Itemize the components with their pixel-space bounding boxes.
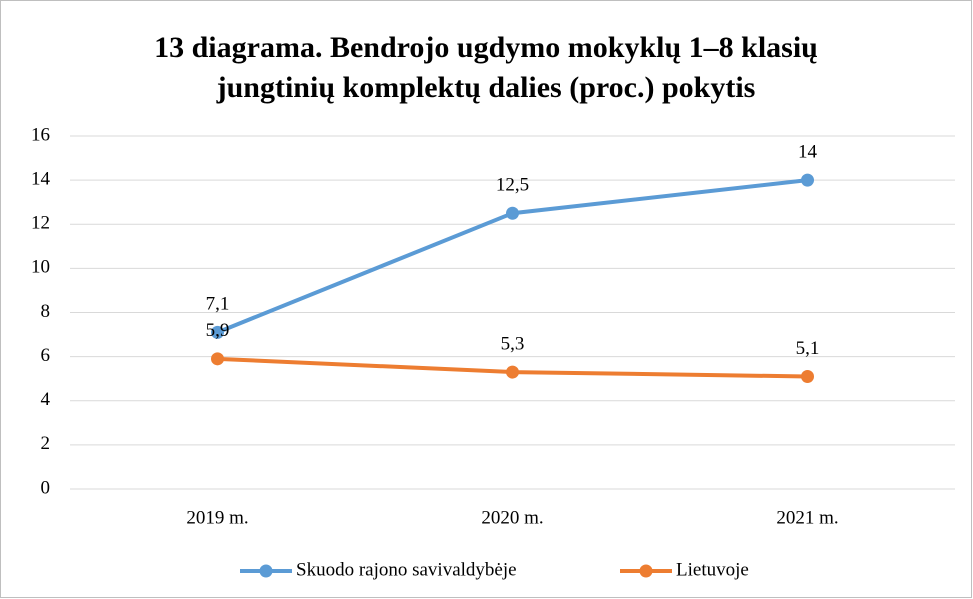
data-label: 5,3 xyxy=(501,333,525,354)
y-tick-label: 0 xyxy=(41,477,51,498)
data-point xyxy=(211,352,224,366)
y-tick-label: 8 xyxy=(41,301,51,322)
data-point xyxy=(801,173,814,187)
data-label: 14 xyxy=(798,141,818,162)
chart-title: 13 diagrama. Bendrojo ugdymo mokyklų 1–8… xyxy=(154,31,818,64)
x-tick-label: 2020 m. xyxy=(481,507,543,528)
data-point xyxy=(211,325,224,339)
y-tick-label: 2 xyxy=(41,433,51,454)
data-label: 5,1 xyxy=(796,338,820,359)
y-tick-label: 6 xyxy=(41,345,51,366)
y-tick-label: 4 xyxy=(41,389,51,410)
y-tick-label: 10 xyxy=(31,257,50,278)
data-label: 12,5 xyxy=(496,175,529,196)
chart-title: jungtinių komplektų dalies (proc.) pokyt… xyxy=(216,71,756,104)
data-point xyxy=(801,369,814,383)
y-tick-label: 12 xyxy=(31,213,50,234)
x-tick-label: 2019 m. xyxy=(186,507,248,528)
x-tick-label: 2021 m. xyxy=(776,507,838,528)
data-point xyxy=(506,206,519,220)
legend-marker xyxy=(639,564,653,578)
data-label: 7,1 xyxy=(206,294,230,315)
data-point xyxy=(506,365,519,379)
legend-marker xyxy=(259,564,273,578)
legend-label: Lietuvoje xyxy=(676,559,749,580)
y-tick-label: 14 xyxy=(31,168,51,189)
y-tick-label: 16 xyxy=(31,124,50,145)
data-label: 5,9 xyxy=(206,320,230,341)
legend-label: Skuodo rajono savivaldybėje xyxy=(296,559,517,580)
